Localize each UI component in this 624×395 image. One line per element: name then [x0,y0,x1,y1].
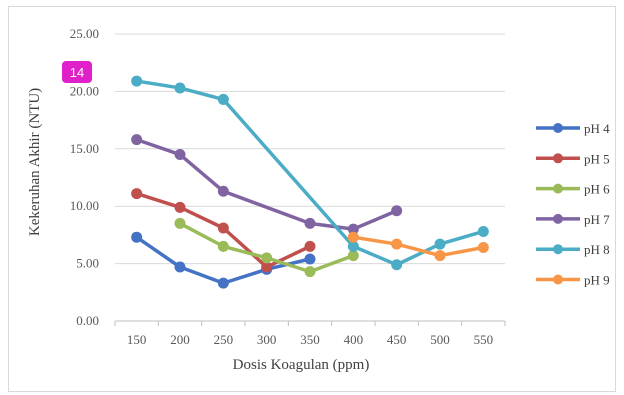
badge-label: 14 [70,65,84,80]
y-axis-title: Kekeruhan Akhir (NTU) [27,88,43,236]
x-tick-label: 300 [257,332,277,347]
data-point [434,250,446,262]
data-point [434,238,446,250]
data-point [217,185,229,197]
badge-background [62,61,92,83]
data-point [304,240,316,252]
series-ph-9 [347,231,489,262]
y-axis-ticks: 0.00 5.00 10.00 15.00 20.00 25.00 [70,26,99,328]
y-tick-label: 25.00 [70,26,99,41]
x-tick-label: 200 [170,332,190,347]
legend-item: pH 9 [536,273,610,288]
chart-frame: 0.00 5.00 10.00 15.00 20.00 25.00 150 200 250 30… [8,6,616,392]
data-point [217,240,229,252]
y-tick-label: 0.00 [76,313,99,328]
data-point [174,149,186,161]
data-point [477,242,489,254]
data-point [477,225,489,237]
legend-label: pH 6 [584,182,610,197]
legend-item: pH 8 [536,242,610,257]
x-tick-label: 550 [474,332,494,347]
gridlines [115,33,505,265]
series-group [131,75,489,289]
series-line [136,137,398,231]
series-line [136,79,484,267]
legend-label: pH 5 [584,151,610,166]
legend-swatch-marker [553,153,563,164]
number-badge: 14 [62,61,92,83]
legend-item: pH 5 [536,151,610,166]
legend-item: pH 4 [536,121,610,136]
legend-label: pH 9 [584,273,610,288]
data-point [391,238,403,250]
y-tick-label: 5.00 [76,256,99,271]
legend-label: pH 4 [584,121,610,136]
data-point [261,261,273,273]
y-tick-label: 10.00 [70,198,99,213]
data-point [304,217,316,229]
data-point [391,259,403,271]
data-point [131,231,143,243]
x-axis [114,320,506,326]
series-ph-7 [131,134,403,235]
data-point [347,240,359,252]
legend-item: pH 7 [536,212,610,227]
data-point [347,231,359,243]
data-point [347,250,359,262]
x-axis-ticks: 150 200 250 300 350 400 450 500 550 [127,332,493,347]
legend-swatch-marker [553,274,563,285]
legend: pH 4 pH 5 pH 6 pH 7 pH 8 pH 9 [536,121,610,288]
legend-label: pH 7 [584,212,610,227]
data-point [131,188,143,200]
y-tick-label: 15.00 [70,141,99,156]
series-ph-8 [131,75,489,271]
series-line [353,235,484,258]
data-point [304,253,316,265]
legend-swatch-marker [553,213,563,224]
data-point [174,217,186,229]
series-ph-5 [131,188,316,273]
series-ph-6 [174,217,359,278]
x-tick-label: 150 [127,332,147,347]
data-point [131,75,143,87]
legend-item: pH 6 [536,182,610,197]
data-point [261,252,273,264]
data-point [217,277,229,289]
x-tick-label: 250 [214,332,234,347]
data-point [174,261,186,273]
x-tick-label: 500 [430,332,450,347]
data-point [217,93,229,105]
legend-swatch-marker [553,244,563,255]
data-point [174,82,186,94]
data-point [174,201,186,213]
data-point [131,134,143,146]
y-tick-label: 20.00 [70,83,99,98]
x-tick-label: 400 [344,332,364,347]
legend-swatch-marker [553,123,563,133]
data-point [391,205,403,217]
data-point [304,266,316,278]
chart-svg: 0.00 5.00 10.00 15.00 20.00 25.00 150 200 250 30… [27,26,610,373]
series-ph-4 [131,231,316,289]
x-tick-label: 350 [300,332,320,347]
data-point [217,222,229,234]
x-tick-label: 450 [387,332,407,347]
data-point [347,223,359,235]
legend-swatch-marker [553,183,563,194]
legend-label: pH 8 [584,242,610,257]
x-axis-title: Dosis Koagulan (ppm) [233,357,370,373]
